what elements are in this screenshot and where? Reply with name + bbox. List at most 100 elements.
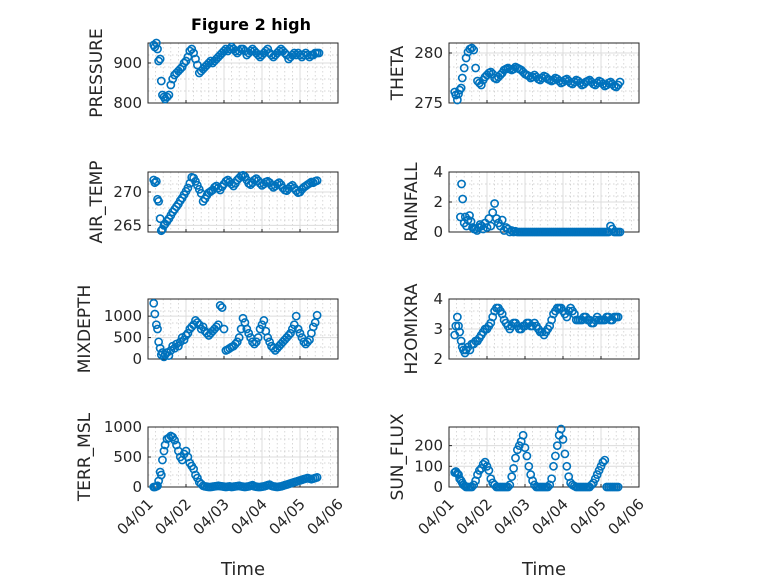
data-point bbox=[153, 481, 162, 491]
data-point bbox=[570, 77, 579, 87]
data-point bbox=[286, 182, 295, 192]
axes-frame bbox=[147, 42, 339, 104]
data-point bbox=[160, 350, 170, 360]
data-point bbox=[547, 474, 556, 484]
subplot-grid: 800 900 PRESSURE 275 280 THETA 265 270 AIR_TEMP 0… bbox=[75, 28, 648, 580]
data-point bbox=[181, 331, 191, 340]
data-point bbox=[149, 298, 159, 308]
data-point bbox=[482, 461, 492, 471]
y-tick-label: 1000 bbox=[104, 418, 142, 436]
data-point bbox=[236, 324, 246, 334]
data-point bbox=[524, 461, 534, 471]
data-point bbox=[232, 337, 242, 347]
x-axis-label: Time bbox=[220, 559, 265, 580]
data-point bbox=[159, 446, 169, 456]
data-point bbox=[217, 303, 227, 312]
data-point bbox=[253, 333, 263, 342]
y-tick-label: 275 bbox=[414, 94, 443, 112]
data-point bbox=[522, 451, 532, 461]
data-point bbox=[238, 313, 248, 323]
data-point bbox=[558, 435, 568, 444]
data-point bbox=[287, 324, 297, 334]
data-point bbox=[192, 60, 202, 70]
data-point bbox=[187, 322, 197, 332]
data-point bbox=[230, 46, 240, 56]
data-point bbox=[175, 64, 185, 74]
data-point bbox=[213, 183, 223, 193]
data-point bbox=[249, 339, 259, 349]
y-axis-label: THETA bbox=[388, 45, 408, 101]
y-tick-label: 500 bbox=[113, 329, 142, 347]
data-point bbox=[600, 455, 610, 465]
data-point bbox=[170, 435, 179, 445]
data-point bbox=[286, 328, 295, 338]
x-tick-label: 04/06 bbox=[304, 495, 347, 538]
data-point bbox=[587, 480, 596, 490]
x-tick-label: 04/02 bbox=[152, 495, 195, 538]
data-point bbox=[459, 63, 469, 73]
data-point bbox=[589, 478, 598, 488]
data-point bbox=[238, 44, 248, 54]
data-point bbox=[598, 457, 608, 467]
data-point bbox=[183, 328, 193, 338]
data-point bbox=[253, 50, 263, 60]
y-axis-label: RAINFALL bbox=[402, 162, 422, 242]
x-tick-label: 04/02 bbox=[453, 495, 496, 538]
data-point bbox=[164, 90, 174, 100]
data-point bbox=[455, 327, 465, 337]
data-point bbox=[543, 482, 553, 492]
data-point bbox=[455, 85, 465, 95]
data-point bbox=[259, 316, 269, 325]
data-point bbox=[314, 48, 324, 58]
data-point bbox=[469, 480, 479, 490]
y-tick-label: 800 bbox=[113, 94, 142, 112]
data-point bbox=[154, 196, 164, 206]
y-tick-label: 280 bbox=[414, 44, 443, 62]
data-point bbox=[551, 451, 560, 461]
subplot-sunflux: 0 100 200 SUN_FLUX 04/0104/0204/0304/0404/05… bbox=[388, 413, 648, 580]
data-point bbox=[473, 470, 482, 479]
subplot-h2omixra: 2 3 4 H2OMIXRA bbox=[402, 283, 640, 375]
data-point bbox=[509, 463, 518, 473]
data-point bbox=[518, 430, 528, 440]
data-point bbox=[312, 176, 322, 186]
data-point bbox=[615, 77, 625, 87]
subplot-rainfall: 0 2 4 RAINFALL bbox=[402, 162, 640, 242]
x-tick-label: 04/06 bbox=[605, 495, 648, 538]
data-point bbox=[513, 445, 522, 455]
data-point bbox=[462, 221, 471, 231]
data-point bbox=[158, 455, 167, 465]
data-point bbox=[211, 322, 221, 332]
data-point bbox=[206, 56, 216, 66]
data-point bbox=[492, 214, 501, 223]
data-point bbox=[312, 310, 322, 320]
data-point bbox=[198, 322, 208, 332]
data-point bbox=[154, 56, 164, 66]
data-point bbox=[514, 441, 524, 451]
data-point bbox=[613, 482, 623, 492]
data-point bbox=[155, 54, 165, 64]
y-tick-label: 0 bbox=[433, 223, 443, 241]
x-tick-label: 04/05 bbox=[266, 495, 309, 538]
x-tick-label: 04/05 bbox=[567, 495, 610, 538]
data-point bbox=[490, 199, 499, 208]
data-point bbox=[615, 227, 625, 237]
data-point bbox=[598, 79, 608, 89]
data-point bbox=[150, 309, 160, 319]
data-point bbox=[156, 470, 166, 480]
data-point bbox=[488, 208, 498, 217]
y-tick-label: 4 bbox=[433, 163, 443, 181]
data-point bbox=[560, 449, 570, 459]
data-point bbox=[457, 179, 466, 189]
data-point bbox=[505, 480, 515, 490]
data-point bbox=[471, 63, 480, 73]
figure-title: Figure 2 high bbox=[191, 15, 311, 34]
data-point bbox=[219, 324, 229, 334]
data-point bbox=[528, 72, 537, 82]
data-point bbox=[289, 48, 299, 58]
data-point bbox=[192, 318, 202, 327]
y-tick-label: 2 bbox=[433, 350, 443, 368]
data-point bbox=[480, 457, 490, 467]
y-axis-label: AIR_TEMP bbox=[87, 161, 107, 244]
